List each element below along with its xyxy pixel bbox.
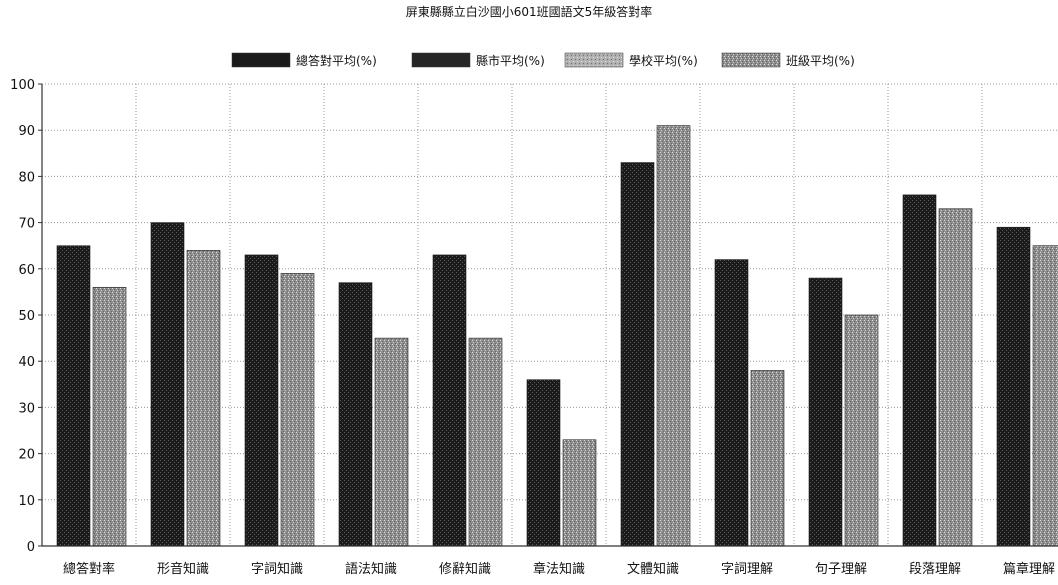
x-tick-label: 字詞知識	[251, 561, 303, 577]
y-axis: 0 10 20 30 40 50 60 70 80 90 100	[10, 78, 43, 555]
y-tick-label: 10	[18, 494, 35, 509]
bar-county-avg	[902, 194, 937, 547]
legend-label: 總答對平均(%)	[296, 53, 377, 68]
bar-class-avg	[92, 286, 127, 547]
y-tick-label: 100	[10, 78, 35, 93]
bar-class-avg	[562, 439, 597, 547]
bar-class-avg	[844, 314, 879, 547]
y-tick-label: 20	[18, 448, 35, 463]
legend-label: 班級平均(%)	[786, 54, 855, 68]
bar-class-avg	[186, 250, 221, 547]
x-tick-label: 段落理解	[909, 562, 961, 577]
x-tick-label: 篇章理解	[1003, 561, 1055, 577]
chart-legend: 總答對平均(%) 縣市平均(%) 學校平均(%) 班級平均(%)	[231, 52, 855, 68]
bar-class-avg	[468, 337, 503, 547]
chart-title: 屏東縣縣立白沙國小601班國語文5年級答對率	[406, 4, 653, 19]
y-tick-label: 80	[18, 170, 35, 185]
legend-swatch	[564, 52, 624, 68]
y-tick-label: 50	[18, 309, 35, 324]
bar-county-avg	[244, 254, 279, 547]
legend-label: 縣市平均(%)	[476, 53, 545, 68]
x-tick-label: 形音知識	[157, 561, 209, 577]
bar-county-avg	[620, 162, 655, 547]
bar-county-avg	[56, 245, 91, 547]
legend-swatch	[231, 52, 291, 68]
bar-county-avg	[714, 259, 749, 547]
y-tick-label: 90	[18, 124, 35, 139]
bar-class-avg	[1032, 245, 1058, 547]
bar-county-avg	[432, 254, 467, 547]
bar-county-avg	[996, 226, 1031, 547]
bar-class-avg	[656, 125, 691, 547]
y-tick-label: 30	[18, 401, 35, 416]
x-tick-label: 字詞理解	[721, 562, 773, 577]
x-tick-label: 語法知識	[345, 561, 397, 577]
bar-class-avg	[750, 370, 785, 547]
x-tick-label: 修辭知識	[439, 561, 491, 577]
y-tick-label: 0	[27, 540, 35, 555]
bar-class-avg	[374, 337, 409, 547]
bars-group	[56, 125, 1058, 547]
x-tick-label: 章法知識	[533, 561, 585, 577]
x-tick-label: 總答對率	[63, 561, 115, 577]
y-tick-label: 60	[18, 263, 35, 278]
bar-class-avg	[938, 208, 973, 547]
x-tick-label: 文體知識	[627, 561, 679, 577]
bar-county-avg	[338, 282, 373, 547]
bar-county-avg	[150, 222, 185, 547]
bar-class-avg	[280, 273, 315, 547]
legend-label: 學校平均(%)	[629, 53, 698, 68]
legend-swatch	[411, 52, 471, 68]
legend-swatch	[721, 52, 781, 68]
bar-county-avg	[526, 379, 561, 547]
y-tick-label: 70	[18, 217, 35, 232]
y-tick-label: 40	[18, 355, 35, 370]
bar-county-avg	[808, 277, 843, 547]
x-tick-label: 句子理解	[815, 562, 867, 577]
x-axis: 總答對率 形音知識 字詞知識 語法知識 修辭知識 章法知識 文體知識 字詞理解 句子理解 段落理解…	[42, 545, 1058, 577]
